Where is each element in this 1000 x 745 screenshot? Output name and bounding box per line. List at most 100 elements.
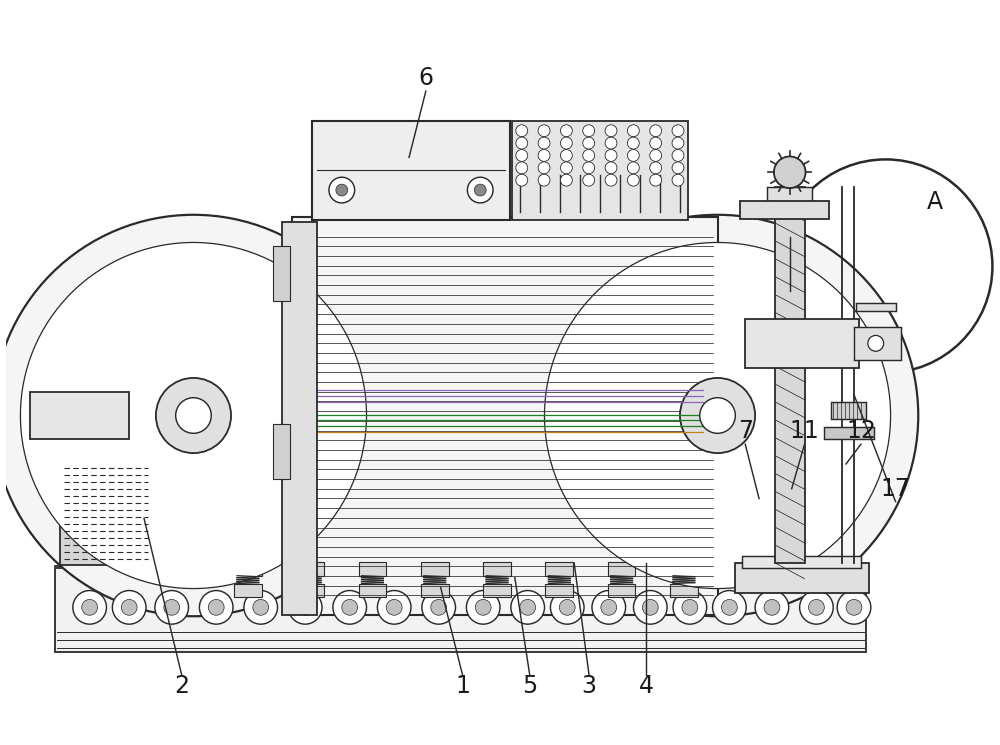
Text: A: A — [927, 190, 943, 214]
Circle shape — [20, 242, 367, 589]
Bar — [775, 187, 805, 562]
Bar — [856, 302, 896, 311]
Circle shape — [779, 159, 992, 373]
Circle shape — [164, 600, 180, 615]
Circle shape — [809, 600, 824, 615]
Bar — [312, 121, 510, 220]
Circle shape — [650, 150, 662, 162]
Circle shape — [559, 600, 575, 615]
Bar — [483, 583, 511, 597]
Bar — [745, 319, 859, 368]
Circle shape — [682, 600, 698, 615]
Circle shape — [538, 150, 550, 162]
Circle shape — [516, 150, 528, 162]
Circle shape — [431, 600, 447, 615]
Circle shape — [422, 591, 456, 624]
Circle shape — [516, 137, 528, 149]
Bar — [296, 562, 324, 576]
Circle shape — [155, 591, 189, 624]
Circle shape — [550, 591, 584, 624]
Bar — [421, 583, 449, 597]
Bar — [273, 247, 290, 301]
Text: 2: 2 — [174, 674, 189, 699]
Circle shape — [329, 177, 355, 203]
Circle shape — [642, 600, 658, 615]
Circle shape — [650, 174, 662, 186]
Bar — [608, 562, 635, 576]
Bar — [742, 556, 861, 568]
Text: 1: 1 — [455, 674, 470, 699]
Circle shape — [560, 174, 572, 186]
Bar — [296, 583, 324, 597]
Circle shape — [511, 591, 544, 624]
Circle shape — [650, 162, 662, 174]
Circle shape — [721, 600, 737, 615]
Circle shape — [605, 125, 617, 136]
Circle shape — [592, 591, 626, 624]
Circle shape — [560, 125, 572, 136]
Circle shape — [0, 215, 394, 616]
Circle shape — [627, 162, 639, 174]
Bar — [831, 402, 866, 419]
Circle shape — [672, 137, 684, 149]
Bar — [483, 562, 511, 576]
Text: 7: 7 — [738, 419, 753, 443]
Circle shape — [386, 600, 402, 615]
Bar — [234, 583, 262, 597]
Circle shape — [846, 600, 862, 615]
Circle shape — [475, 600, 491, 615]
Circle shape — [672, 150, 684, 162]
Circle shape — [288, 591, 322, 624]
Circle shape — [605, 150, 617, 162]
Bar — [512, 121, 688, 220]
Circle shape — [82, 600, 98, 615]
Bar — [359, 562, 386, 576]
Circle shape — [467, 177, 493, 203]
Circle shape — [605, 174, 617, 186]
Circle shape — [627, 137, 639, 149]
Circle shape — [605, 162, 617, 174]
Circle shape — [774, 156, 806, 188]
Circle shape — [466, 591, 500, 624]
Bar — [282, 222, 317, 615]
Bar — [824, 428, 874, 440]
Bar — [421, 562, 449, 576]
Circle shape — [673, 591, 707, 624]
Bar — [608, 583, 635, 597]
Bar — [359, 583, 386, 597]
Circle shape — [680, 378, 755, 453]
Bar — [740, 201, 829, 219]
Circle shape — [627, 150, 639, 162]
Bar — [234, 562, 262, 576]
Bar — [60, 462, 152, 565]
Circle shape — [650, 137, 662, 149]
Circle shape — [672, 174, 684, 186]
Circle shape — [633, 591, 667, 624]
Bar — [735, 562, 869, 592]
Circle shape — [800, 591, 833, 624]
Circle shape — [700, 398, 735, 434]
Circle shape — [538, 174, 550, 186]
Circle shape — [764, 600, 780, 615]
Bar — [767, 187, 812, 203]
Bar — [292, 217, 718, 615]
Circle shape — [583, 125, 595, 136]
Circle shape — [837, 591, 871, 624]
Bar — [670, 562, 698, 576]
Circle shape — [583, 137, 595, 149]
Circle shape — [672, 162, 684, 174]
Circle shape — [517, 215, 918, 616]
Circle shape — [538, 162, 550, 174]
Text: 11: 11 — [790, 419, 819, 443]
Circle shape — [297, 600, 313, 615]
Circle shape — [176, 398, 211, 434]
Circle shape — [377, 591, 411, 624]
Bar — [545, 562, 573, 576]
Circle shape — [121, 600, 137, 615]
Circle shape — [544, 242, 891, 589]
Circle shape — [516, 162, 528, 174]
Circle shape — [253, 600, 269, 615]
Circle shape — [605, 137, 617, 149]
Bar — [30, 392, 129, 440]
Circle shape — [333, 591, 367, 624]
